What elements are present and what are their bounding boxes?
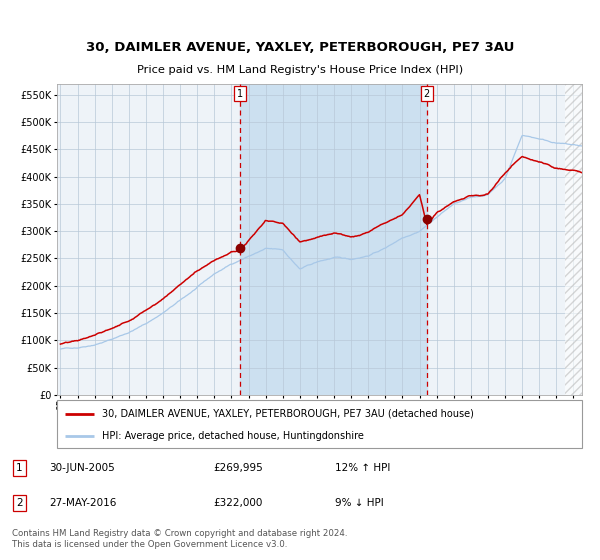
FancyBboxPatch shape	[57, 400, 582, 448]
Text: 30-JUN-2005: 30-JUN-2005	[49, 463, 115, 473]
Bar	[240, 84, 427, 395]
Text: 2: 2	[16, 498, 23, 507]
Text: 2: 2	[424, 88, 430, 99]
Bar	[565, 84, 582, 395]
Text: £269,995: £269,995	[214, 463, 263, 473]
Text: 1: 1	[237, 88, 243, 99]
Text: 30, DAIMLER AVENUE, YAXLEY, PETERBOROUGH, PE7 3AU (detached house): 30, DAIMLER AVENUE, YAXLEY, PETERBOROUGH…	[101, 409, 473, 419]
Text: 12% ↑ HPI: 12% ↑ HPI	[335, 463, 390, 473]
Text: 9% ↓ HPI: 9% ↓ HPI	[335, 498, 383, 507]
Text: Contains HM Land Registry data © Crown copyright and database right 2024.
This d: Contains HM Land Registry data © Crown c…	[12, 529, 347, 549]
Text: HPI: Average price, detached house, Huntingdonshire: HPI: Average price, detached house, Hunt…	[101, 431, 364, 441]
Text: Price paid vs. HM Land Registry's House Price Index (HPI): Price paid vs. HM Land Registry's House …	[137, 65, 463, 75]
Text: 27-MAY-2016: 27-MAY-2016	[49, 498, 117, 507]
Text: £322,000: £322,000	[214, 498, 263, 507]
Text: 1: 1	[16, 463, 23, 473]
Text: 30, DAIMLER AVENUE, YAXLEY, PETERBOROUGH, PE7 3AU: 30, DAIMLER AVENUE, YAXLEY, PETERBOROUGH…	[86, 41, 514, 54]
